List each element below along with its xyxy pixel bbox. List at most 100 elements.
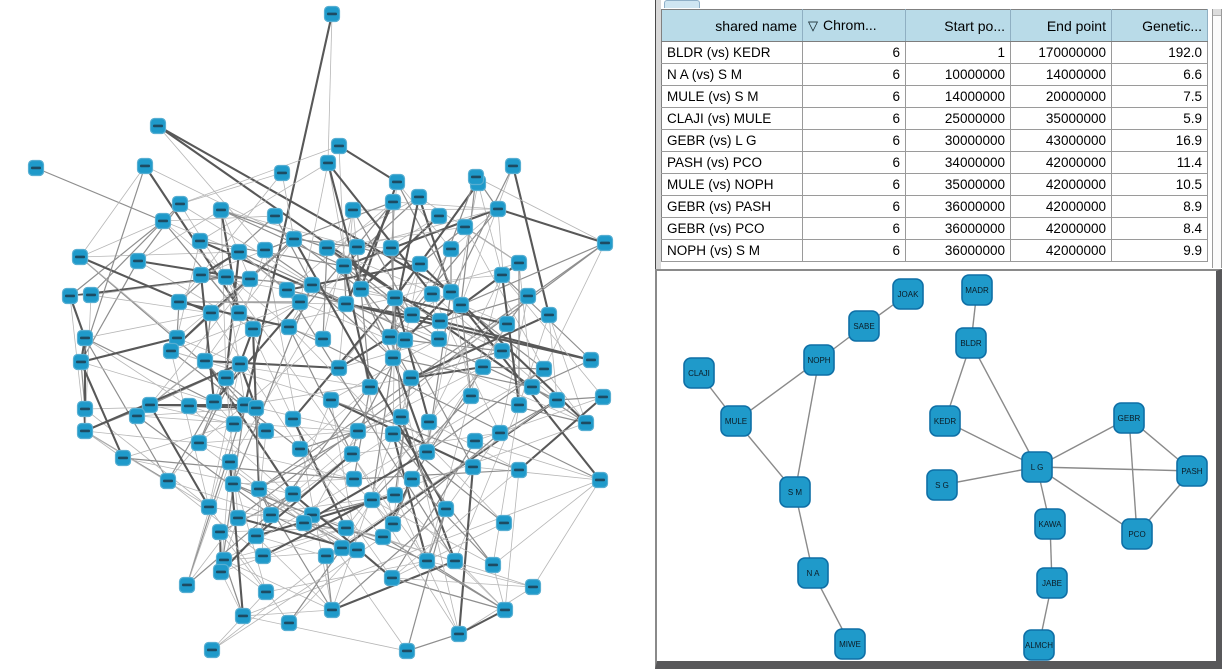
network-node[interactable] [250,480,268,498]
network-node[interactable] [159,472,177,490]
column-header-2[interactable]: Start po... [905,9,1011,42]
network-node[interactable] [61,287,79,305]
network-node[interactable] [523,378,541,396]
network-node[interactable] [323,5,341,23]
network-node[interactable] [154,212,172,230]
network-node[interactable] [577,414,595,432]
network-node[interactable] [27,159,45,177]
network-node[interactable] [76,329,94,347]
network-node[interactable] [403,470,421,488]
network-node[interactable] [446,552,464,570]
network-node[interactable] [284,485,302,503]
filter-funnel-icon[interactable]: ▽ [808,18,818,33]
network-node[interactable] [591,471,609,489]
subnetwork-node-L G[interactable]: L G [1021,451,1053,483]
subnetwork-node-N A[interactable]: N A [797,557,829,589]
network-node[interactable] [349,422,367,440]
table-row[interactable]: MULE (vs) NOPH 6 35000000 42000000 10.5 [661,173,1208,196]
network-node[interactable] [136,157,154,175]
subnetwork-node-SABE[interactable]: SABE [848,310,880,342]
network-node[interactable] [190,434,208,452]
network-node[interactable] [212,563,230,581]
network-node[interactable] [291,293,309,311]
network-node[interactable] [191,232,209,250]
network-node[interactable] [519,287,537,305]
network-node[interactable] [594,388,612,406]
network-node[interactable] [384,425,402,443]
network-node[interactable] [212,201,230,219]
network-node[interactable] [466,432,484,450]
subnetwork-node-S G[interactable]: S G [926,469,958,501]
network-node[interactable] [178,576,196,594]
network-node[interactable] [72,353,90,371]
network-node[interactable] [330,359,348,377]
network-node[interactable] [456,218,474,236]
network-node[interactable] [231,355,249,373]
network-node[interactable] [230,304,248,322]
subnetwork-edge-L G-PASH[interactable] [1036,466,1193,472]
network-node[interactable] [128,407,146,425]
subnetwork-node-BLDR[interactable]: BLDR [955,327,987,359]
main-network-canvas[interactable] [0,0,655,669]
network-node[interactable] [278,281,296,299]
network-node[interactable] [442,240,460,258]
network-node[interactable] [303,276,321,294]
network-node[interactable] [596,234,614,252]
network-node[interactable] [280,318,298,336]
network-node[interactable] [382,239,400,257]
network-node[interactable] [398,642,416,660]
network-node[interactable] [418,443,436,461]
network-node[interactable] [442,283,460,301]
network-node[interactable] [420,413,438,431]
network-node[interactable] [510,254,528,272]
network-node[interactable] [452,296,470,314]
table-row[interactable]: GEBR (vs) L G 6 30000000 43000000 16.9 [661,129,1208,152]
network-node[interactable] [489,200,507,218]
network-node[interactable] [496,601,514,619]
network-node[interactable] [254,547,272,565]
network-node[interactable] [141,396,159,414]
subnetwork-node-S M[interactable]: S M [779,476,811,508]
column-header-3[interactable]: End point [1010,9,1112,42]
subnetwork-node-MULE[interactable]: MULE [720,405,752,437]
network-node[interactable] [322,391,340,409]
network-node[interactable] [384,193,402,211]
network-node[interactable] [345,470,363,488]
table-row[interactable]: BLDR (vs) KEDR 6 1 170000000 192.0 [661,41,1208,64]
network-node[interactable] [323,601,341,619]
network-node[interactable] [202,304,220,322]
column-header-4[interactable]: Genetic... [1111,9,1208,42]
network-node[interactable] [388,173,406,191]
network-node[interactable] [535,360,553,378]
subnetwork-node-ALMCH[interactable]: ALMCH [1023,629,1055,661]
network-node[interactable] [273,164,291,182]
subnetwork-canvas[interactable]: JOAK MADR SABE NOPH CLAJI MULE BLDR KEDR S G L G G… [657,271,1216,661]
network-node[interactable] [244,320,262,338]
network-node[interactable] [510,461,528,479]
network-node[interactable] [386,486,404,504]
network-node[interactable] [418,552,436,570]
network-node[interactable] [71,248,89,266]
table-row[interactable]: N A (vs) S M 6 10000000 14000000 6.6 [661,63,1208,86]
network-node[interactable] [491,424,509,442]
network-node[interactable] [548,391,566,409]
network-node[interactable] [344,201,362,219]
network-node[interactable] [392,408,410,426]
network-node[interactable] [170,293,188,311]
network-node[interactable] [262,506,280,524]
network-node[interactable] [241,270,259,288]
network-node[interactable] [256,241,274,259]
network-node[interactable] [291,440,309,458]
network-node[interactable] [318,239,336,257]
network-node[interactable] [257,583,275,601]
subnetwork-node-KAWA[interactable]: KAWA [1034,508,1066,540]
network-node[interactable] [493,342,511,360]
network-node[interactable] [205,393,223,411]
network-node[interactable] [162,342,180,360]
network-node[interactable] [333,539,351,557]
network-node[interactable] [363,491,381,509]
network-node[interactable] [217,369,235,387]
network-node[interactable] [319,154,337,172]
subnetwork-edge-L G-PCO[interactable] [1036,466,1138,535]
network-node[interactable] [200,498,218,516]
